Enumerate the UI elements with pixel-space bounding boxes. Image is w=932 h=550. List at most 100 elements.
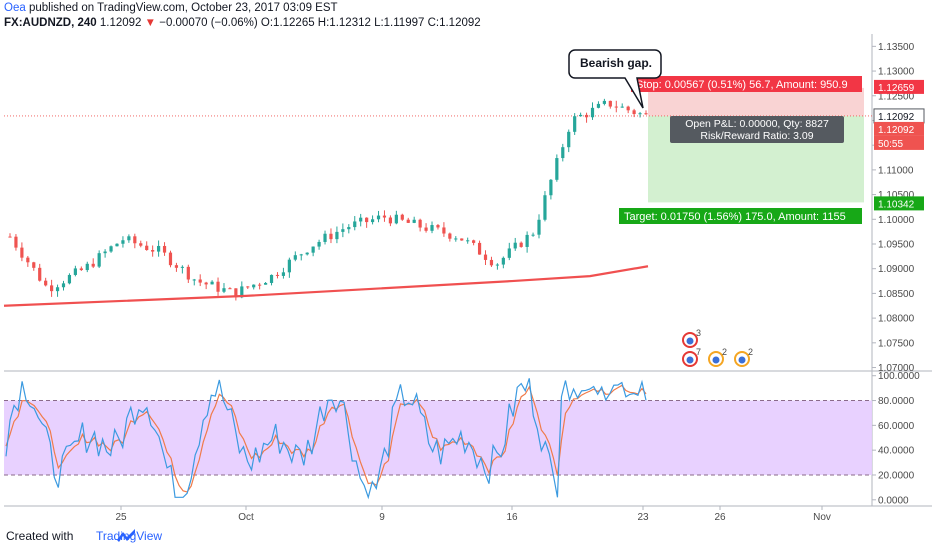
tradingview-brand[interactable]: TradingView [96,529,163,543]
candle-body [127,236,131,241]
candle-body [454,238,458,240]
time-tick-label: 9 [379,512,385,522]
candle-body [258,284,262,286]
price-change: −0.00070 (−0.06%) [159,17,258,29]
author-link[interactable]: Oea [4,2,26,14]
candle-body [555,158,559,180]
close-price-tag: 1.12092 [878,125,915,136]
candle-body [537,219,541,235]
candle-body [263,282,268,285]
price-tick-label: 1.11000 [878,165,914,176]
price-tick-label: 1.13500 [878,42,915,53]
stop-price-tag: 1.12659 [878,83,915,94]
publish-line: Oea published on TradingView.com, Octobe… [4,2,338,14]
candle-body [79,268,83,271]
candle-body [323,233,327,242]
candle-body [198,279,202,283]
countdown-tag-box [874,135,924,150]
tradingview-logo-icon [117,529,135,542]
candle-body [14,236,18,248]
price-tick-label: 1.09000 [878,264,915,275]
last-price: 1.12092 [99,17,142,29]
stoch-band [4,400,872,475]
candle-body [38,267,42,281]
candle-body [180,266,184,268]
candle-body [477,242,482,255]
last-price-tag: 1.12092 [878,112,915,123]
candle-body [133,236,137,244]
footer: Created with TradingView [0,522,932,550]
candle-body [418,219,422,228]
countdown-tag: 50:55 [878,139,903,150]
candle-body [347,227,351,230]
candle-body [483,254,488,260]
candle-body [412,219,416,223]
annotation-callout[interactable] [568,49,662,109]
candle-body [507,248,511,258]
candle-body [162,245,167,253]
candle-body [620,106,624,108]
pnl-label: Open P&L: 0.00000, Qty: 8827 [685,118,829,130]
ohlc-values: O:1.12265 H:1.12312 L:1.11997 C:1.12092 [260,17,481,29]
candle-body [365,217,369,223]
stop-label: Stop: 0.00567 (0.51%) 56.7, Amount: 950.… [636,79,848,91]
candle-body [204,282,208,285]
candle-body [55,287,60,292]
candle-body [376,215,381,220]
osc-tick-label: 20.0000 [878,470,915,481]
candle-body [240,286,244,298]
candle-body [590,107,595,118]
candle-body [436,225,440,228]
event-badge-dot [686,356,694,364]
candle-body [299,254,303,256]
candle-body [394,214,398,224]
candle-body [531,234,535,236]
created-with-text: Created with [6,529,74,543]
candle-body [430,225,434,231]
candle-body [602,100,606,104]
event-badge-dot [712,356,720,364]
candle-body [210,281,214,285]
price-tick-label: 1.12500 [878,91,915,102]
symbol-line: FX:AUDNZD, 240 1.12092 ▼ −0.00070 (−0.06… [4,17,481,29]
close-price-tag-box [874,121,924,136]
candle-body [174,265,179,268]
candle-body [156,245,161,252]
candle-body [335,231,339,240]
symbol-label[interactable]: FX:AUDNZD, 240 [4,17,97,29]
candle-body [424,227,428,231]
event-badge-count: 2 [722,347,727,357]
candle-body [596,103,601,108]
candle-body [448,233,452,239]
candle-body [26,257,30,263]
osc-tick-label: 100.0000 [878,371,920,382]
time-tick-label: 16 [506,512,518,522]
candle-body [287,259,291,273]
stop-loss-zone[interactable] [648,87,864,116]
candle-body [460,238,464,241]
candle-body [359,217,363,222]
candle-body [168,252,173,266]
osc-tick-label: 0.0000 [878,495,909,506]
candle-body [341,229,345,232]
candle-body [8,236,12,238]
candle-body [222,288,226,292]
candle-body [246,286,250,288]
candle-body [252,284,256,288]
candle-body [97,253,101,267]
candle-body [370,219,375,223]
candle-body [281,272,286,276]
candle-body [305,252,309,255]
event-badge-dot [738,356,746,364]
chart-canvas[interactable]: 1.135001.130001.125001.120001.115001.110… [0,0,932,522]
candle-body [329,233,333,240]
candle-body [561,147,565,159]
candle-body [519,242,523,247]
price-tick-label: 1.07000 [878,363,915,374]
candle-body [91,263,95,267]
price-tick-label: 1.10500 [878,190,915,201]
candle-body [489,259,494,266]
candle-body [638,113,642,115]
candle-body [608,100,612,107]
candle-body [50,285,54,292]
